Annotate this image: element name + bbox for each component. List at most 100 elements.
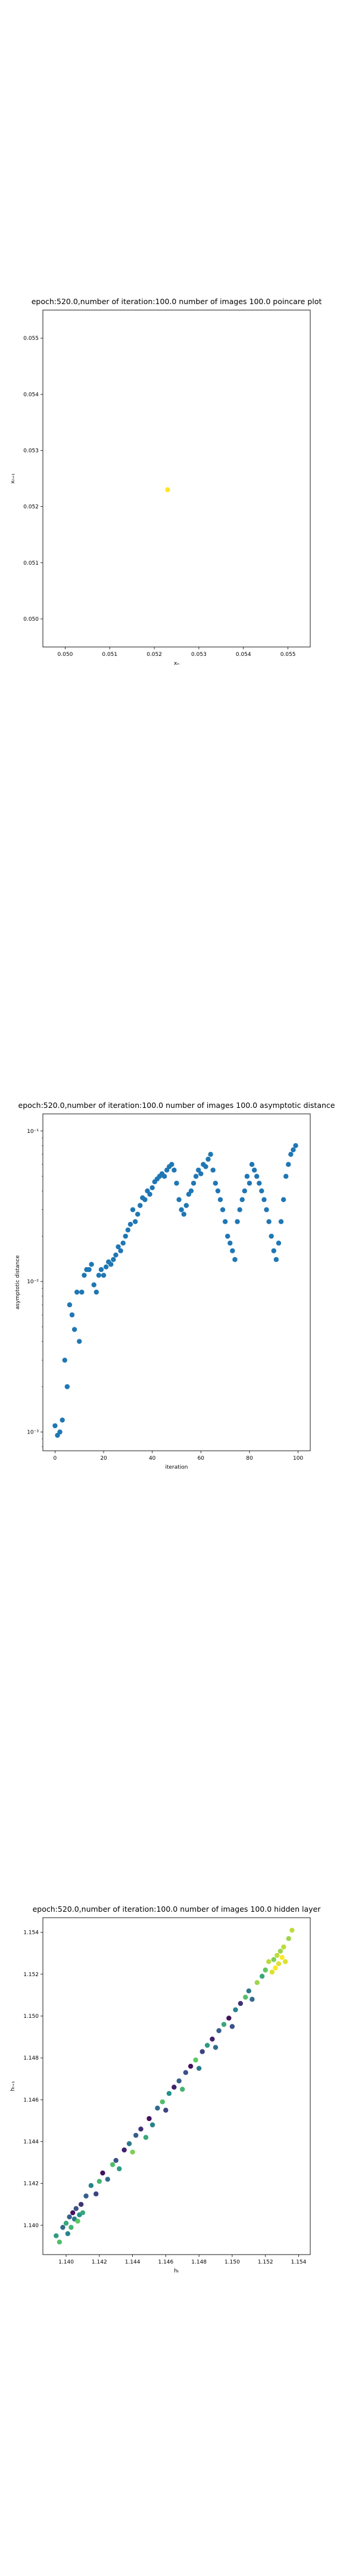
x-tick-label: 1.154 bbox=[291, 2259, 307, 2265]
data-point bbox=[278, 1219, 284, 1224]
y-tick-label: 1.148 bbox=[23, 2055, 39, 2061]
y-tick-label: 1.140 bbox=[23, 2223, 39, 2229]
data-point bbox=[183, 2070, 189, 2075]
data-point bbox=[174, 1181, 179, 1186]
data-point bbox=[276, 1961, 282, 1967]
data-point bbox=[176, 1197, 182, 1203]
data-point bbox=[79, 1289, 85, 1295]
chart-title: epoch:520.0,number of iteration:100.0 nu… bbox=[33, 1905, 322, 1914]
data-point bbox=[279, 1955, 285, 1960]
y-tick-label: 10⁻³ bbox=[27, 1429, 39, 1435]
data-point bbox=[233, 2007, 238, 2012]
data-point bbox=[70, 2210, 76, 2216]
data-point bbox=[246, 1988, 252, 1994]
x-axis-label: iteration bbox=[165, 1465, 188, 1470]
data-point bbox=[215, 1188, 221, 1194]
data-point bbox=[293, 1143, 298, 1148]
data-point bbox=[125, 1227, 131, 1233]
data-point bbox=[273, 1965, 278, 1971]
data-point bbox=[210, 2036, 215, 2042]
data-point bbox=[213, 1181, 219, 1186]
data-point bbox=[254, 1980, 260, 1985]
data-point bbox=[130, 1207, 136, 1212]
data-point bbox=[149, 1185, 155, 1191]
y-tick-label: 0.051 bbox=[23, 561, 39, 566]
data-point bbox=[67, 1302, 73, 1308]
data-point bbox=[227, 1240, 233, 1246]
plot-frame bbox=[42, 309, 311, 648]
data-point bbox=[101, 1272, 107, 1278]
x-tick-label: 0.050 bbox=[58, 652, 73, 658]
x-tick-label: 40 bbox=[149, 1456, 156, 1462]
data-point bbox=[188, 2063, 194, 2069]
data-point bbox=[80, 2210, 86, 2216]
data-point bbox=[181, 1212, 186, 1217]
data-point bbox=[165, 487, 170, 493]
data-point bbox=[83, 2193, 89, 2199]
data-point bbox=[249, 1162, 255, 1167]
y-tick-label: 0.050 bbox=[23, 617, 39, 623]
data-point bbox=[116, 1244, 121, 1250]
data-point bbox=[100, 2170, 105, 2176]
data-point bbox=[77, 1339, 82, 1344]
data-point bbox=[244, 1174, 250, 1179]
data-point bbox=[242, 1188, 247, 1194]
data-point bbox=[273, 1257, 279, 1262]
data-point bbox=[82, 1272, 87, 1278]
y-tick-label: 10⁻¹ bbox=[27, 1129, 39, 1135]
data-point bbox=[225, 1233, 230, 1239]
data-point bbox=[271, 1248, 276, 1253]
x-tick-label: 1.150 bbox=[224, 2259, 240, 2265]
data-point bbox=[251, 1168, 257, 1173]
data-point bbox=[147, 1191, 152, 1197]
x-tick-label: 0.054 bbox=[236, 652, 251, 658]
data-point bbox=[266, 1219, 272, 1224]
data-point bbox=[210, 1168, 216, 1173]
data-point bbox=[230, 1248, 235, 1253]
data-point bbox=[68, 2225, 74, 2230]
x-tick-label: 0.053 bbox=[191, 652, 207, 658]
data-point bbox=[93, 2191, 99, 2197]
data-point bbox=[52, 1423, 58, 1429]
data-point bbox=[199, 2049, 205, 2054]
data-point bbox=[113, 1252, 119, 1258]
data-point bbox=[237, 1207, 242, 1212]
hidden-layer-plot: epoch:520.0,number of iteration:100.0 nu… bbox=[10, 1905, 321, 2274]
x-tick-label: 1.152 bbox=[258, 2259, 273, 2265]
plot-frame bbox=[42, 1917, 311, 2255]
data-point bbox=[60, 1417, 65, 1423]
chart-title: epoch:520.0,number of iteration:100.0 nu… bbox=[32, 297, 322, 306]
data-point bbox=[269, 1233, 274, 1239]
x-tick-label: 80 bbox=[246, 1456, 253, 1462]
data-point bbox=[264, 1207, 269, 1212]
x-tick-label: 0.051 bbox=[102, 652, 117, 658]
data-point bbox=[164, 1168, 170, 1173]
data-point bbox=[232, 1257, 238, 1262]
x-tick-label: 1.142 bbox=[92, 2259, 107, 2265]
data-point bbox=[203, 1164, 208, 1169]
data-point bbox=[263, 1967, 268, 1973]
y-tick-label: 0.055 bbox=[23, 336, 39, 342]
data-point bbox=[161, 1174, 167, 1179]
data-point bbox=[91, 1282, 96, 1287]
data-point bbox=[259, 1974, 265, 1979]
data-point bbox=[54, 2233, 59, 2238]
y-tick-label: 1.152 bbox=[23, 1972, 39, 1978]
data-point bbox=[213, 2045, 219, 2050]
data-point bbox=[96, 1272, 102, 1278]
data-point bbox=[276, 1240, 282, 1246]
data-point bbox=[286, 1936, 291, 1942]
data-point bbox=[57, 1429, 63, 1435]
data-point bbox=[67, 2214, 72, 2220]
data-point bbox=[281, 1944, 286, 1950]
data-point bbox=[222, 1219, 228, 1224]
data-point bbox=[259, 1188, 264, 1194]
data-point bbox=[196, 2066, 202, 2071]
x-axis-label: hₜ bbox=[174, 2268, 179, 2274]
data-point bbox=[208, 1151, 213, 1157]
data-point bbox=[78, 2202, 84, 2207]
data-point bbox=[88, 2182, 94, 2188]
data-point bbox=[188, 1188, 194, 1194]
data-point bbox=[118, 1248, 123, 1253]
x-tick-label: 0 bbox=[54, 1456, 57, 1462]
